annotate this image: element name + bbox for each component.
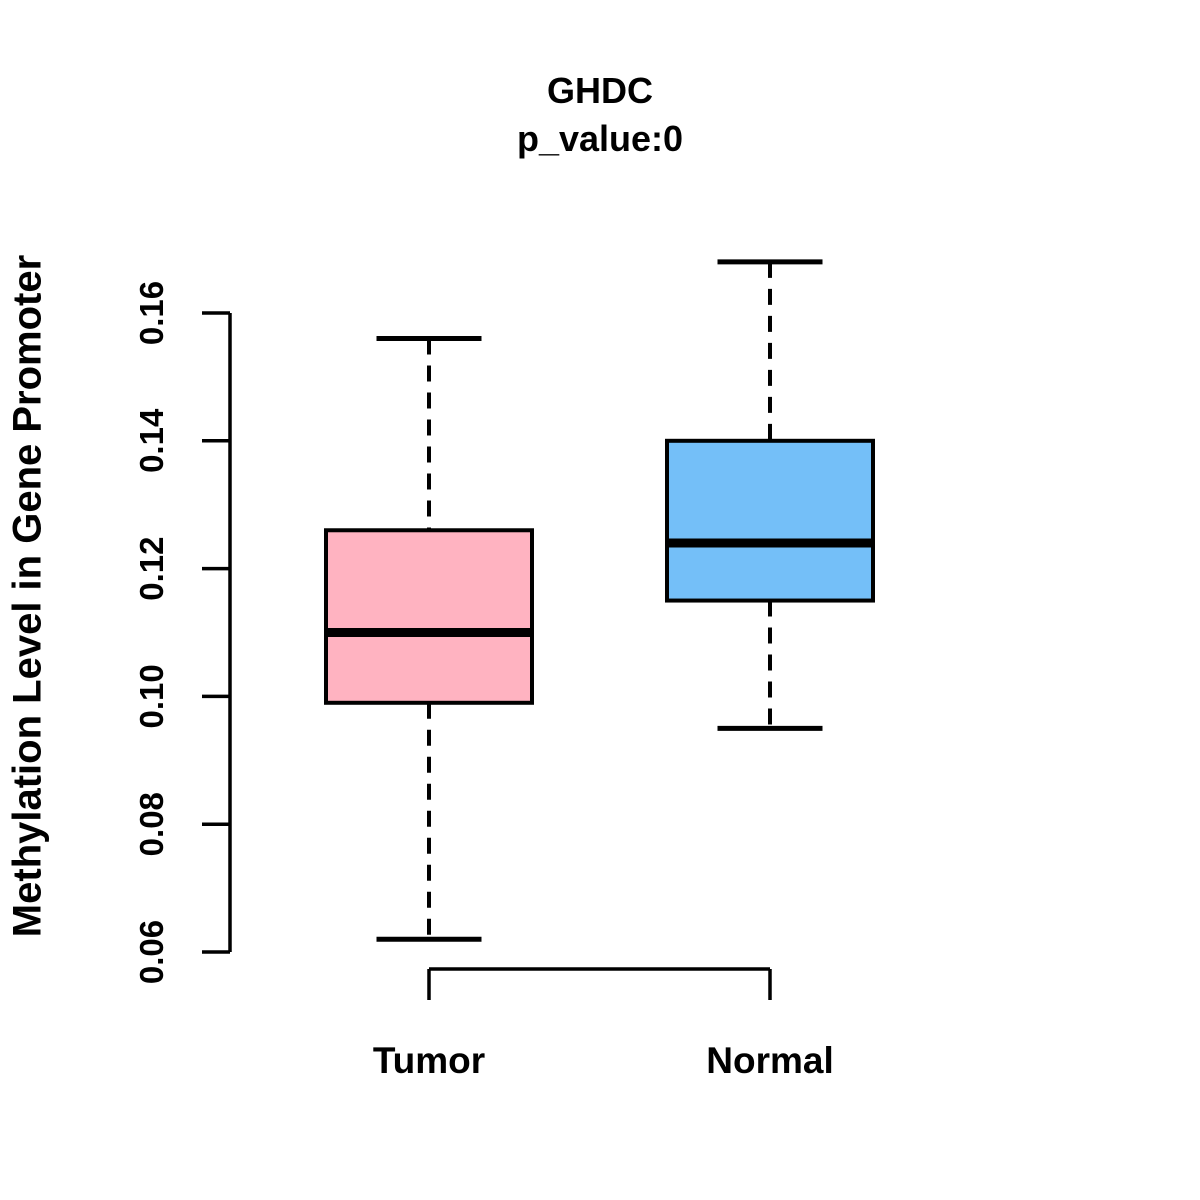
box-tumor xyxy=(324,528,534,705)
y-tick-label: 0.16 xyxy=(133,281,170,345)
y-tick-label: 0.10 xyxy=(133,664,170,728)
y-tick-label: 0.14 xyxy=(133,408,170,473)
y-tick-label: 0.12 xyxy=(133,536,170,600)
chart-title: GHDC xyxy=(547,70,653,111)
x-category-label: Tumor xyxy=(373,1040,485,1081)
box-normal xyxy=(665,438,875,603)
y-tick-label: 0.06 xyxy=(133,920,170,984)
chart-subtitle: p_value:0 xyxy=(516,118,684,159)
x-category-label: Normal xyxy=(706,1040,833,1081)
y-tick-label: 0.08 xyxy=(133,792,170,856)
